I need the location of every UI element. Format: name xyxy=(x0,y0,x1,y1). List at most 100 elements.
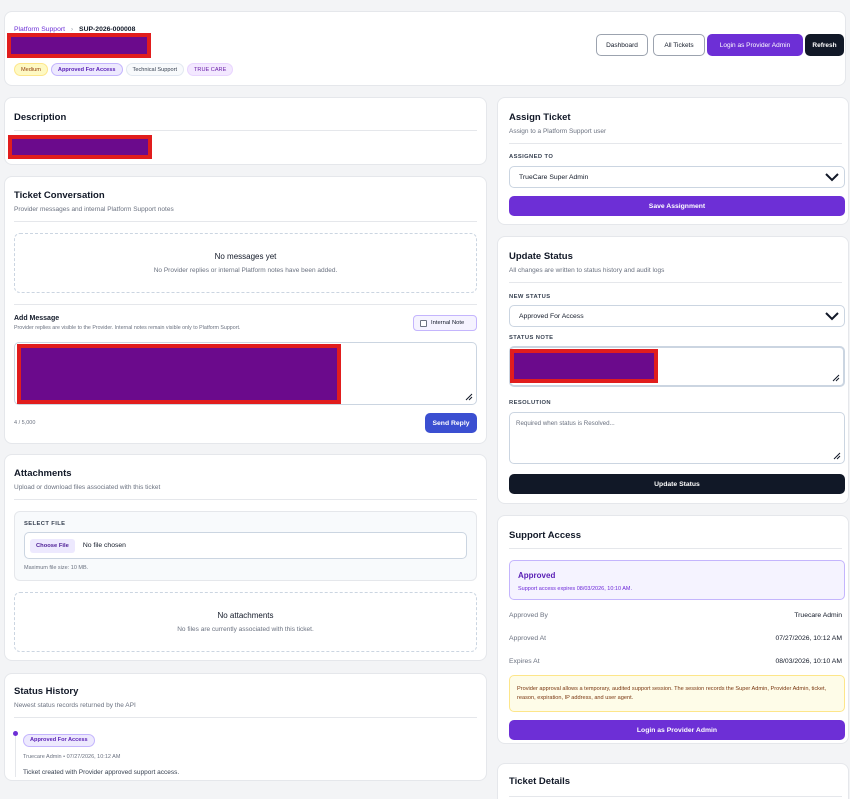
file-upload-box: SELECT FILE Choose File No file chosen M… xyxy=(14,511,477,581)
approved-by-label: Approved By xyxy=(509,612,548,619)
internal-note-checkbox[interactable] xyxy=(420,319,427,327)
description-title: Description xyxy=(14,112,67,123)
messages-empty-state: No messages yet No Provider replies or i… xyxy=(14,233,477,293)
divider xyxy=(509,282,842,283)
resolution-textarea[interactable]: Required when status is Resolved... xyxy=(509,412,845,464)
divider xyxy=(14,304,477,305)
status-note-label: STATUS NOTE xyxy=(509,335,554,341)
login-provider-admin-button[interactable]: Login as Provider Admin xyxy=(707,34,803,56)
internal-note-label: Internal Note xyxy=(431,320,465,326)
assigned-to-select[interactable]: TrueCare Super Admin xyxy=(509,166,845,188)
history-title: Status History xyxy=(14,686,79,697)
breadcrumb-parent[interactable]: Platform Support xyxy=(14,26,65,33)
divider xyxy=(14,130,477,131)
new-status-select[interactable]: Approved For Access xyxy=(509,305,845,327)
access-title: Support Access xyxy=(509,530,581,541)
assigned-to-label: ASSIGNED TO xyxy=(509,154,554,160)
assigned-to-value: TrueCare Super Admin xyxy=(519,173,589,181)
support-access-card: Support Access Approved Support access e… xyxy=(497,515,849,744)
refresh-button[interactable]: Refresh xyxy=(805,34,844,56)
dashboard-button[interactable]: Dashboard xyxy=(596,34,648,56)
internal-note-toggle[interactable]: Internal Note xyxy=(413,315,477,331)
redacted-description xyxy=(8,135,152,159)
save-assignment-button[interactable]: Save Assignment xyxy=(509,196,845,216)
resolution-label: RESOLUTION xyxy=(509,400,552,406)
timeline-dot-icon xyxy=(13,731,18,736)
no-file-text: No file chosen xyxy=(82,542,126,549)
divider xyxy=(509,796,842,797)
attachments-card: Attachments Upload or download files ass… xyxy=(4,454,487,661)
all-tickets-button[interactable]: All Tickets xyxy=(653,34,705,56)
breadcrumb: Platform Support › SUP-2026-000008 xyxy=(14,26,135,33)
redacted-subject xyxy=(7,33,151,58)
approved-at-value: 07/27/2026, 10:12 AM xyxy=(775,635,842,642)
new-status-value: Approved For Access xyxy=(519,312,584,320)
assign-ticket-card: Assign Ticket Assign to a Platform Suppo… xyxy=(497,97,849,225)
empty-title: No messages yet xyxy=(214,252,277,261)
resolution-placeholder: Required when status is Resolved... xyxy=(516,420,615,427)
conversation-card: Ticket Conversation Provider messages an… xyxy=(4,176,487,444)
approved-at-label: Approved At xyxy=(509,635,547,642)
char-counter: 4 / 5,000 xyxy=(14,420,36,426)
ticket-header: Platform Support › SUP-2026-000008 Mediu… xyxy=(4,11,846,86)
divider xyxy=(14,221,477,222)
description-card: Description xyxy=(4,97,487,165)
max-size-text: Maximum file size: 10 MB. xyxy=(24,565,89,571)
priority-badge: Medium xyxy=(14,63,48,76)
assign-subtitle: Assign to a Platform Support user xyxy=(509,128,607,135)
expires-at-value: 08/03/2026, 10:10 AM xyxy=(775,658,842,665)
access-expires-text: Support access expires 08/03/2026, 10:10… xyxy=(518,586,633,592)
redacted-status-note xyxy=(510,349,658,383)
breadcrumb-separator: › xyxy=(70,26,74,33)
access-notice: Provider approval allows a temporary, au… xyxy=(509,675,845,712)
update-subtitle: All changes are written to status histor… xyxy=(509,267,665,274)
attachments-title: Attachments xyxy=(14,468,72,479)
update-status-card: Update Status All changes are written to… xyxy=(497,236,849,504)
approved-at-row: Approved At 07/27/2026, 10:12 AM xyxy=(509,635,842,642)
empty-title: No attachments xyxy=(217,611,274,620)
approved-by-row: Approved By Truecare Admin xyxy=(509,612,842,619)
conversation-subtitle: Provider messages and internal Platform … xyxy=(14,206,174,213)
empty-text: No files are currently associated with t… xyxy=(177,626,314,633)
approved-by-value: Truecare Admin xyxy=(794,612,842,619)
add-message-title: Add Message xyxy=(14,315,60,322)
expires-at-label: Expires At xyxy=(509,658,540,665)
update-title: Update Status xyxy=(509,251,573,262)
choose-file-button[interactable]: Choose File xyxy=(30,538,75,553)
history-subtitle: Newest status records returned by the AP… xyxy=(14,702,136,709)
access-status: Approved xyxy=(518,571,556,580)
access-status-box: Approved Support access expires 08/03/20… xyxy=(509,560,845,600)
history-status-badge: Approved For Access xyxy=(23,733,95,747)
status-badge: Approved For Access xyxy=(50,63,123,76)
divider xyxy=(509,548,842,549)
access-login-provider-button[interactable]: Login as Provider Admin xyxy=(509,720,845,740)
timeline-line xyxy=(15,732,16,777)
history-note: Ticket created with Provider approved su… xyxy=(23,768,180,776)
badge-row: Medium Approved For Access Technical Sup… xyxy=(14,63,236,76)
file-input[interactable]: Choose File No file chosen xyxy=(24,532,467,559)
chevron-down-icon xyxy=(825,173,839,182)
ticket-details-card: Ticket Details xyxy=(497,763,849,799)
resize-grip-icon[interactable] xyxy=(830,372,840,382)
add-message-help: Provider replies are visible to the Prov… xyxy=(14,325,241,331)
send-reply-button[interactable]: Send Reply xyxy=(425,413,477,433)
empty-text: No Provider replies or internal Platform… xyxy=(153,267,338,274)
chevron-down-icon xyxy=(825,312,839,321)
assign-title: Assign Ticket xyxy=(509,112,571,123)
expires-at-row: Expires At 08/03/2026, 10:10 AM xyxy=(509,658,842,665)
provider-badge: TRUE CARE xyxy=(187,63,234,76)
conversation-title: Ticket Conversation xyxy=(14,190,105,201)
redacted-message-text xyxy=(17,344,341,404)
resize-grip-icon[interactable] xyxy=(831,450,841,460)
details-title: Ticket Details xyxy=(509,776,571,787)
new-status-label: NEW STATUS xyxy=(509,294,551,300)
resize-grip-icon[interactable] xyxy=(463,391,473,401)
attachments-empty-state: No attachments No files are currently as… xyxy=(14,592,477,652)
history-entry: Approved For Access Truecare Admin • 07/… xyxy=(23,728,179,776)
divider xyxy=(509,143,842,144)
ticket-id: SUP-2026-000008 xyxy=(79,26,136,33)
status-history-card: Status History Newest status records ret… xyxy=(4,673,487,781)
history-meta: Truecare Admin • 07/27/2026, 10:12 AM xyxy=(23,753,121,760)
update-status-button[interactable]: Update Status xyxy=(509,474,845,494)
category-badge: Technical Support xyxy=(125,63,184,76)
